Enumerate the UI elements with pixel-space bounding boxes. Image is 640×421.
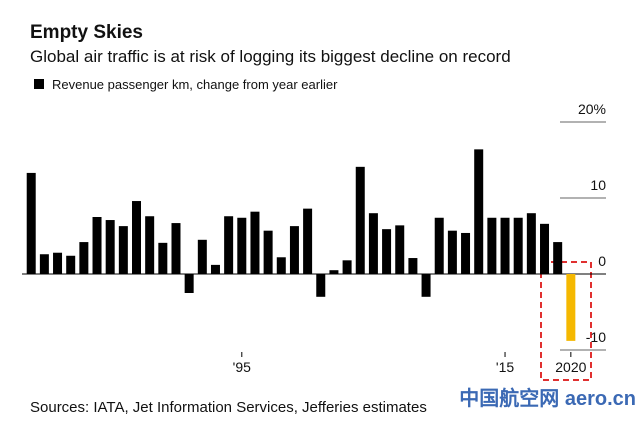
- bar: [355, 166, 365, 274]
- bar: [105, 220, 115, 274]
- bar: [421, 274, 431, 297]
- bar: [316, 274, 326, 297]
- bar: [79, 242, 89, 274]
- bar: [276, 257, 286, 274]
- bar: [224, 216, 234, 274]
- bar: [197, 239, 207, 274]
- source: Sources: IATA, Jet Information Services,…: [30, 399, 427, 416]
- bar: [513, 217, 523, 274]
- watermark: 中国航空网 aero.cn: [459, 386, 636, 410]
- bar: [184, 274, 194, 293]
- y-tick-label: 20%: [578, 101, 606, 117]
- legend-label: Revenue passenger km, change from year e…: [52, 77, 338, 92]
- bar: [487, 217, 497, 274]
- x-tick-label: 2020: [555, 359, 586, 375]
- y-tick-label: 10: [590, 177, 606, 193]
- bar: [39, 254, 49, 274]
- bar: [461, 232, 471, 274]
- bar: [566, 274, 576, 341]
- bar: [289, 226, 299, 274]
- bar: [500, 217, 510, 274]
- bar: [408, 258, 418, 274]
- bar: [434, 217, 444, 274]
- bar: [145, 216, 155, 274]
- y-tick-label: -10: [586, 329, 606, 345]
- bar: [303, 208, 313, 274]
- bar: [395, 225, 405, 274]
- bar: [210, 264, 220, 274]
- highlight-box: [540, 261, 592, 381]
- bar: [553, 242, 563, 274]
- bar: [118, 226, 128, 274]
- bar: [263, 230, 273, 274]
- x-tick-label: '15: [496, 359, 514, 375]
- y-tick-label: 0: [598, 253, 606, 269]
- bar: [132, 201, 142, 274]
- bar: [474, 149, 484, 274]
- bar: [158, 242, 168, 274]
- chart-subtitle: Global air traffic is at risk of logging…: [30, 47, 511, 66]
- bar: [540, 223, 550, 274]
- bar: [447, 230, 457, 274]
- bar: [53, 252, 63, 274]
- bar: [250, 211, 260, 274]
- legend-swatch: [34, 79, 44, 89]
- bar: [237, 217, 247, 274]
- bar: [382, 229, 392, 274]
- bar: [342, 260, 352, 274]
- bar: [171, 223, 181, 274]
- chart-title: Empty Skies: [30, 22, 143, 43]
- bar: [526, 213, 536, 274]
- x-tick-label: '95: [233, 359, 251, 375]
- bar: [329, 270, 339, 274]
- bar: [92, 217, 102, 274]
- bar: [368, 213, 378, 274]
- bar: [66, 255, 76, 274]
- bar: [26, 172, 36, 274]
